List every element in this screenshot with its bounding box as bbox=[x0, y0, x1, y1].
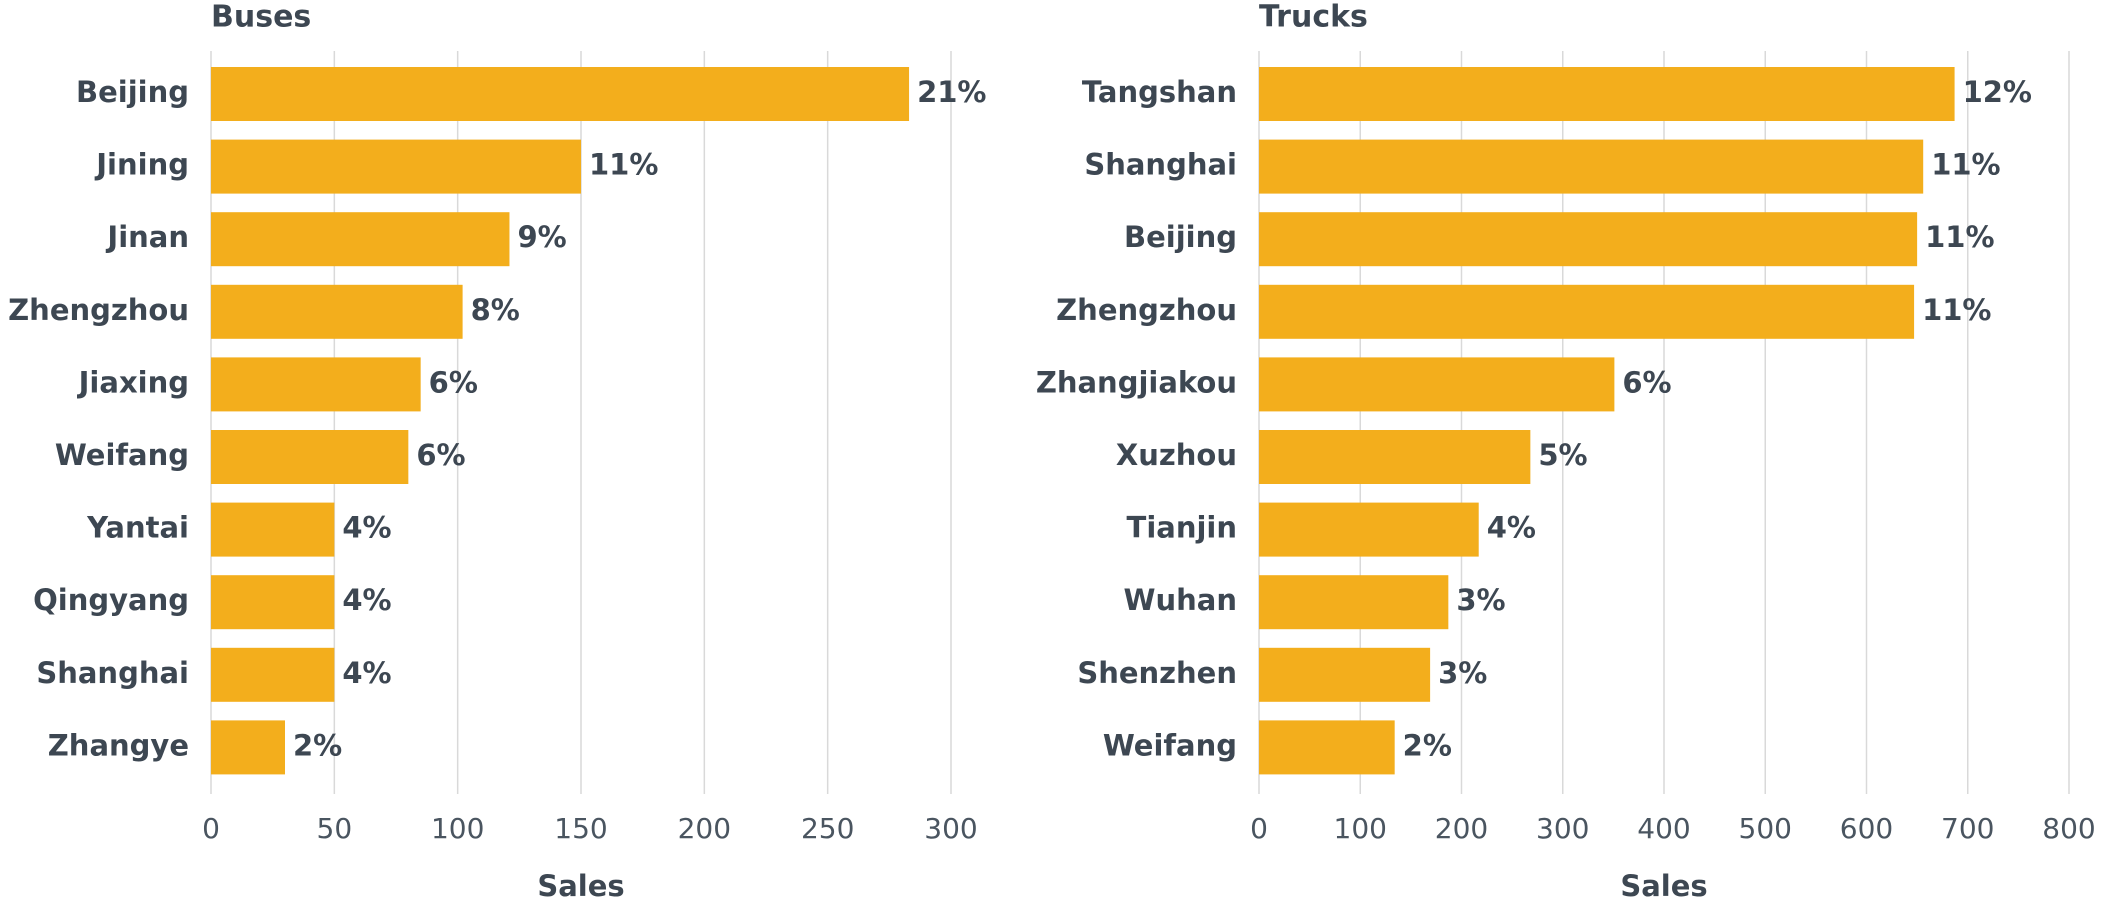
data-label: 6% bbox=[416, 438, 465, 472]
x-tick-label: 150 bbox=[554, 812, 607, 845]
x-tick-label: 200 bbox=[1435, 812, 1488, 845]
data-label: 4% bbox=[1487, 511, 1536, 545]
y-tick-label: Wuhan bbox=[1124, 583, 1238, 617]
data-label: 3% bbox=[1438, 656, 1487, 690]
data-label: 12% bbox=[1963, 75, 2032, 109]
data-label: 8% bbox=[471, 293, 520, 327]
x-tick-label: 500 bbox=[1739, 812, 1792, 845]
bar bbox=[1259, 720, 1395, 775]
data-label: 21% bbox=[917, 75, 986, 109]
x-tick-label: 700 bbox=[1941, 812, 1994, 845]
bar bbox=[211, 430, 409, 484]
y-tick-label: Beijing bbox=[1124, 220, 1237, 254]
y-tick-label: Beijing bbox=[76, 75, 189, 109]
bar bbox=[1259, 575, 1449, 630]
data-label: 4% bbox=[342, 511, 391, 545]
data-label: 4% bbox=[342, 583, 391, 617]
bar bbox=[211, 139, 581, 194]
data-label: 3% bbox=[1456, 583, 1505, 617]
y-tick-label: Zhengzhou bbox=[1056, 293, 1237, 327]
x-tick-label: 50 bbox=[317, 812, 353, 845]
data-label: 2% bbox=[293, 728, 342, 762]
chart-title: Trucks bbox=[1259, 0, 1368, 35]
x-tick-label: 100 bbox=[431, 812, 484, 845]
x-axis-title: Sales bbox=[1620, 869, 1707, 903]
x-tick-label: 600 bbox=[1840, 812, 1893, 845]
bar bbox=[211, 67, 910, 121]
data-label: 6% bbox=[1622, 365, 1671, 399]
y-tick-label: Shanghai bbox=[36, 656, 189, 690]
bar bbox=[211, 212, 510, 267]
data-label: 9% bbox=[517, 220, 566, 254]
bar bbox=[1259, 139, 1924, 194]
bar bbox=[211, 575, 335, 630]
data-label: 11% bbox=[1922, 293, 1991, 327]
data-label: 4% bbox=[342, 656, 391, 690]
x-tick-label: 300 bbox=[924, 812, 977, 845]
data-label: 11% bbox=[1931, 148, 2000, 182]
y-tick-label: Jiaxing bbox=[77, 365, 189, 399]
bar bbox=[211, 647, 335, 702]
bar bbox=[1259, 212, 1918, 267]
y-tick-label: Zhengzhou bbox=[8, 293, 189, 327]
y-tick-label: Yantai bbox=[86, 511, 189, 545]
x-tick-label: 250 bbox=[801, 812, 854, 845]
x-axis-title: Sales bbox=[537, 869, 624, 903]
bar bbox=[1259, 67, 1955, 121]
chart-title: Buses bbox=[211, 0, 311, 35]
y-tick-label: Xuzhou bbox=[1116, 438, 1237, 472]
data-label: 6% bbox=[429, 365, 478, 399]
y-tick-label: Zhangjiakou bbox=[1036, 365, 1237, 399]
bar bbox=[1259, 647, 1431, 702]
data-label: 11% bbox=[1925, 220, 1994, 254]
data-label: 5% bbox=[1538, 438, 1587, 472]
x-tick-label: 0 bbox=[1250, 812, 1268, 845]
bar bbox=[1259, 357, 1615, 412]
x-tick-label: 300 bbox=[1536, 812, 1589, 845]
bar bbox=[1259, 502, 1479, 557]
data-label: 2% bbox=[1403, 728, 1452, 762]
x-tick-label: 100 bbox=[1334, 812, 1387, 845]
x-tick-label: 800 bbox=[2042, 812, 2095, 845]
y-tick-label: Shanghai bbox=[1084, 148, 1237, 182]
y-tick-label: Tianjin bbox=[1127, 511, 1237, 545]
y-tick-label: Tangshan bbox=[1082, 75, 1237, 109]
bar bbox=[211, 357, 421, 412]
bar bbox=[211, 720, 285, 775]
y-tick-label: Shenzhen bbox=[1077, 656, 1237, 690]
data-label: 11% bbox=[589, 148, 658, 182]
bar bbox=[211, 502, 335, 557]
y-tick-label: Weifang bbox=[1103, 728, 1237, 762]
x-tick-label: 0 bbox=[202, 812, 220, 845]
y-tick-label: Qingyang bbox=[33, 583, 189, 617]
y-tick-label: Jinan bbox=[105, 220, 189, 254]
y-tick-label: Jining bbox=[94, 148, 189, 182]
y-tick-label: Zhangye bbox=[48, 728, 189, 762]
y-tick-label: Weifang bbox=[55, 438, 189, 472]
bar bbox=[1259, 430, 1531, 484]
x-tick-label: 200 bbox=[678, 812, 731, 845]
bar bbox=[211, 284, 463, 339]
x-tick-label: 400 bbox=[1637, 812, 1690, 845]
bar bbox=[1259, 284, 1915, 339]
